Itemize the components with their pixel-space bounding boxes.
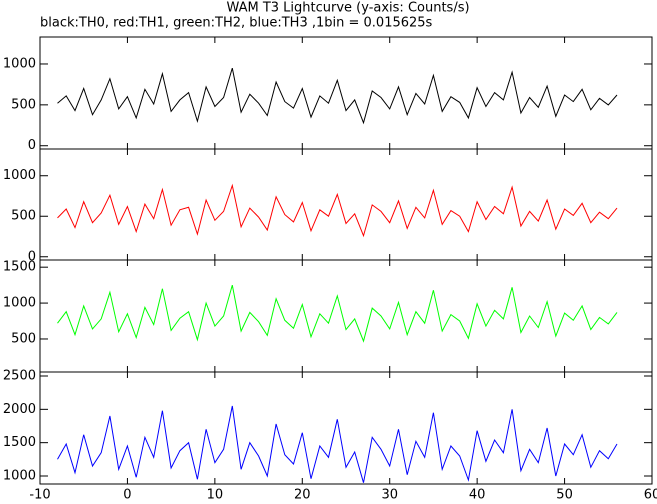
y-tick-label: 2500 — [3, 369, 36, 384]
y-tick-label: 1000 — [3, 56, 36, 71]
x-tick-label: 10 — [207, 488, 224, 503]
x-tick-label: 20 — [294, 488, 311, 503]
y-tick-label: 1000 — [3, 296, 36, 311]
y-tick-label: 2000 — [3, 402, 36, 417]
panel-frame — [39, 371, 653, 485]
series-line — [57, 405, 618, 483]
series-line — [57, 284, 618, 343]
series-line — [57, 67, 618, 125]
chart-subtitle: black:TH0, red:TH1, green:TH2, blue:TH3 … — [40, 16, 433, 31]
x-tick-label: 60 — [644, 488, 657, 503]
y-tick-label: 500 — [11, 331, 36, 346]
y-tick-label: 0 — [28, 249, 36, 264]
y-tick-label: 1000 — [3, 168, 36, 183]
y-tick-label: 1000 — [3, 469, 36, 484]
panel-frame — [39, 148, 653, 261]
x-tick-label: 40 — [469, 488, 486, 503]
chart-title: WAM T3 Lightcurve (y-axis: Counts/s) — [226, 1, 469, 16]
y-tick-label: 500 — [11, 97, 36, 112]
x-tick-label: 30 — [381, 488, 398, 503]
x-tick-label: 50 — [556, 488, 573, 503]
series-line — [57, 183, 618, 238]
y-tick-label: 0 — [28, 138, 36, 153]
y-tick-label: 500 — [11, 209, 36, 224]
x-tick-label: 0 — [123, 488, 131, 503]
y-tick-label: 1500 — [3, 435, 36, 450]
y-tick-label: 1500 — [3, 260, 36, 275]
x-tick-label: -10 — [29, 488, 50, 503]
panel-frame — [39, 36, 653, 150]
panel-frame — [39, 259, 653, 373]
